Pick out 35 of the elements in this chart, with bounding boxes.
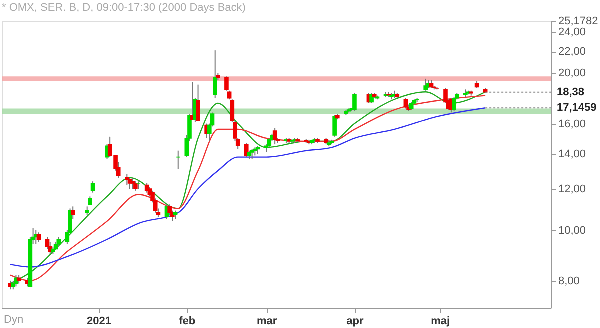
y-tick-label: 22,00 <box>558 46 586 58</box>
x-tick-label: 2021 <box>86 316 112 328</box>
candlestick <box>125 174 130 186</box>
candlestick <box>134 181 138 192</box>
y-tick-label: 14,00 <box>558 148 586 161</box>
y-tick-label: 12,00 <box>558 184 586 196</box>
annotation: 18,38 <box>557 86 585 98</box>
x-tick-label: feb <box>179 316 196 328</box>
x-tick-label: maj <box>431 316 450 328</box>
candlestick <box>404 98 408 110</box>
chart-title: * OMX, SER. B, D, 09:00-17:30 (2000 Days Back) <box>2 2 246 14</box>
candlestick <box>213 50 218 99</box>
candlestick <box>70 206 76 220</box>
candlestick <box>352 92 357 112</box>
candlestick <box>452 96 456 112</box>
text: Dyn <box>4 314 24 326</box>
y-tick-label: 8,00 <box>558 275 580 288</box>
candlestick <box>250 148 254 160</box>
candlestick <box>244 142 249 158</box>
candlestick <box>424 78 428 92</box>
x-tick-label: mar <box>256 316 278 328</box>
candlestick <box>196 84 200 122</box>
y-tick-label: 16,00 <box>558 118 586 130</box>
candlestick <box>45 236 50 250</box>
candlestick <box>36 232 42 242</box>
candlestick <box>56 236 62 248</box>
y-tick-label: 25,1782 <box>558 16 598 28</box>
candlestick <box>332 114 337 138</box>
candlestick <box>267 138 272 148</box>
y-tick-label: 20,00 <box>558 68 586 80</box>
annotation: 17,1459 <box>557 102 597 114</box>
x-tick-label: apr <box>346 316 364 328</box>
y-tick-label: 24,00 <box>558 26 586 38</box>
candlestick <box>90 181 96 194</box>
y-tick-label: 10,00 <box>558 224 586 237</box>
